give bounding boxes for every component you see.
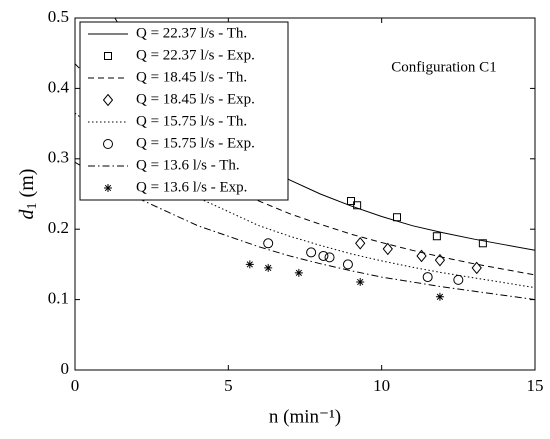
circle-marker (422, 272, 433, 283)
square-marker (353, 201, 362, 210)
circle-marker (306, 247, 317, 258)
y-label-symbol: d (16, 208, 38, 219)
annotation: Configuration C1 (391, 59, 496, 75)
legend-label: Q = 22.37 l/s - Th. (136, 25, 247, 41)
legend-box (79, 21, 289, 201)
y-tick-label: 0.2 (48, 218, 69, 237)
marker-group (245, 260, 444, 301)
x-tick-label: 0 (71, 376, 80, 395)
legend-marker (103, 139, 113, 149)
legend-label: Q = 18.45 l/s - Th. (136, 69, 247, 85)
diamond-marker (355, 236, 366, 250)
circle-marker (318, 250, 329, 261)
square-marker (393, 213, 401, 222)
star-marker (435, 292, 444, 301)
star-marker (294, 268, 303, 277)
x-tick-label: 15 (527, 376, 544, 395)
legend-label: Q = 15.75 l/s - Th. (136, 113, 247, 129)
legend-label: Q = 13.6 l/s - Th. (136, 157, 240, 173)
star-marker (264, 263, 273, 272)
theory-line (75, 112, 535, 289)
circle-marker (342, 259, 353, 270)
legend-label: Q = 15.75 l/s - Exp. (136, 135, 255, 151)
circle-marker (324, 252, 335, 263)
y-tick-label: 0.1 (48, 289, 69, 308)
marker-group (347, 197, 487, 248)
diamond-marker (382, 242, 393, 256)
y-tick-label: 0.4 (48, 77, 70, 96)
legend-marker (104, 52, 112, 60)
y-label-subscript: 1 (25, 202, 40, 209)
square-marker (478, 239, 487, 248)
diamond-marker (471, 261, 482, 275)
star-marker (245, 260, 254, 269)
square-marker (347, 197, 355, 206)
y-tick-label: 0.3 (48, 148, 69, 167)
legend-label: Q = 13.6 l/s - Exp. (136, 179, 247, 195)
x-tick-label: 10 (373, 376, 390, 395)
theory-line (75, 161, 535, 301)
x-axis-label: n (min⁻¹) (269, 406, 341, 427)
y-label-unit: (m) (16, 169, 38, 203)
y-axis-label: d1 (m) (16, 169, 41, 220)
circle-marker (263, 238, 274, 249)
legend-label: Q = 18.45 l/s - Exp. (136, 91, 255, 107)
star-marker (356, 278, 365, 286)
circle-marker (453, 274, 464, 285)
legend: Q = 22.37 l/s - Th. Q = 22.37 l/s - Exp. Q… (79, 21, 289, 201)
marker-group (263, 238, 464, 285)
y-tick-label: 0.5 (48, 7, 69, 26)
legend-label: Q = 22.37 l/s - Exp. (136, 47, 255, 63)
marker-group (355, 236, 482, 275)
legend-marker (104, 184, 112, 192)
square-marker (432, 232, 441, 241)
legend-marker (102, 93, 114, 107)
diamond-marker (434, 253, 446, 267)
diamond-marker (416, 249, 427, 263)
y-tick-label: 0 (61, 359, 70, 378)
x-tick-label: 5 (224, 376, 233, 395)
plot-frame (74, 17, 536, 371)
